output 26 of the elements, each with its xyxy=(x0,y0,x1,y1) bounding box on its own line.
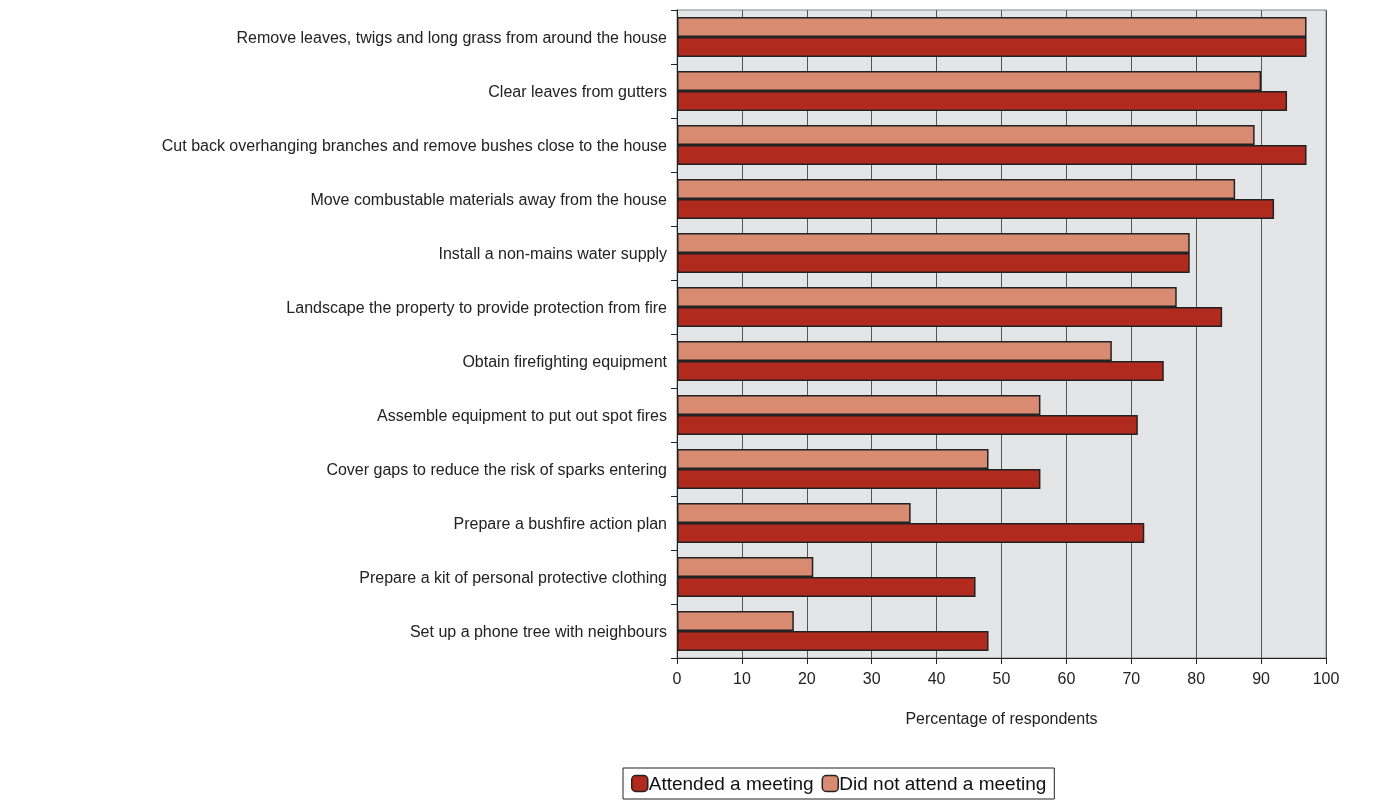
x-tick-label: 30 xyxy=(862,669,881,687)
x-tick-label: 40 xyxy=(927,669,946,687)
y-tick-label: Prepare a kit of personal protective clothing xyxy=(359,568,667,586)
y-tick-label: Install a non-mains water supply xyxy=(438,244,667,262)
x-tick-label: 80 xyxy=(1187,669,1206,687)
y-tick-label: Landscape the property to provide protection from fire xyxy=(286,298,668,316)
x-tick-label: 70 xyxy=(1122,669,1141,687)
legend-label: Did not attend a meeting xyxy=(839,773,1047,794)
x-tick-label: 0 xyxy=(672,669,682,687)
y-tick-label: Assemble equipment to put out spot fires xyxy=(377,406,667,424)
x-tick-label: 60 xyxy=(1057,669,1076,687)
y-tick-label: Set up a phone tree with neighbours xyxy=(409,622,667,640)
y-tick-label: Obtain firefighting equipment xyxy=(462,352,668,370)
y-tick-label: Clear leaves from gutters xyxy=(488,82,667,100)
x-tick-label: 10 xyxy=(733,669,751,687)
y-tick-label: Move combustable materials away from the house xyxy=(310,190,668,208)
x-tick-label: 50 xyxy=(992,669,1011,687)
y-tick-label: Cover gaps to reduce the risk of sparks entering xyxy=(326,460,667,478)
x-tick-label: 90 xyxy=(1252,669,1271,687)
legend-label: Attended a meeting xyxy=(648,773,814,794)
x-tick-label: 100 xyxy=(1312,669,1340,687)
x-axis-title: Percentage of respondents xyxy=(905,709,1098,727)
y-tick-label: Prepare a bushfire action plan xyxy=(453,514,667,532)
y-tick-label: Remove leaves, twigs and long grass from around the house xyxy=(236,28,668,46)
x-tick-label: 20 xyxy=(797,669,816,687)
y-tick-label: Cut back overhanging branches and remove bushes close to the house xyxy=(161,136,668,154)
